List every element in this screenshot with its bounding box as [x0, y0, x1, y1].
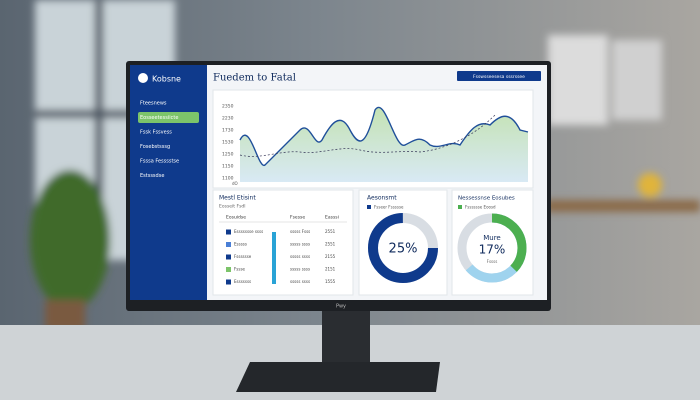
legend-label: Fsseer Fssssse: [374, 205, 404, 210]
brand: Pwy: [336, 304, 346, 310]
decor: [638, 173, 662, 197]
nav-item[interactable]: Fteesnews: [140, 101, 167, 107]
chart-area: [240, 107, 528, 182]
table-cell: sssss ssss: [290, 267, 310, 272]
table-cell: Essssssse ssss: [234, 229, 263, 234]
y-label: 1530: [222, 140, 234, 146]
logo-icon: [138, 73, 148, 83]
y-label: 2230: [222, 116, 234, 122]
row-swatch: [226, 229, 231, 235]
row-swatch: [226, 242, 231, 247]
page-title: Fuedem to Fatal: [213, 73, 296, 84]
donut-center-bottom: Fssss: [487, 259, 498, 264]
table-header: Fsesse: [290, 215, 305, 221]
nav-item[interactable]: Fsssa Fesssstse: [140, 159, 179, 165]
table-cell: Fssse: [234, 267, 246, 272]
table-cell: Fsssssse: [234, 254, 252, 259]
nav-item[interactable]: Fssk Fssvess: [140, 130, 172, 136]
card-subtitle: Eosseit Fsdl: [219, 204, 246, 210]
table-header: Easssi: [325, 215, 339, 221]
y-label: 1250: [222, 152, 234, 158]
shelf: [545, 200, 700, 212]
legend-swatch: [367, 205, 371, 209]
nav-active: [138, 112, 199, 123]
header-button-label[interactable]: Fsswsseesesa sssrssee: [473, 74, 525, 80]
sidebar: [130, 65, 207, 300]
y-label: 1730: [222, 128, 234, 134]
y-label: 1150: [222, 164, 234, 170]
table-cell: 2551: [325, 242, 336, 247]
table-cell: 1555: [325, 279, 336, 284]
table-cell: Esssss: [234, 242, 247, 247]
plant: [30, 170, 110, 310]
card-title: Aesonsmt: [367, 195, 397, 202]
table-highlight: [272, 232, 276, 284]
frame-art: [548, 35, 608, 125]
table-cell: sssss ssss: [290, 279, 310, 284]
row-swatch: [226, 267, 231, 272]
header-button[interactable]: [457, 71, 541, 81]
nav-item[interactable]: Estsssdse: [140, 173, 164, 179]
table-cell: Esssssss: [234, 279, 251, 284]
frame-art: [612, 40, 662, 120]
table-cell: 2151: [325, 267, 336, 272]
y-label: 1100: [222, 176, 234, 182]
chart-trend: [239, 114, 496, 157]
table-header: Eosuidse: [226, 215, 246, 221]
donut-center: 17%: [479, 243, 506, 257]
table-cell: 2155: [325, 254, 336, 259]
table-card: [212, 189, 354, 296]
legend-label: Fsssssse Eoosd: [465, 205, 496, 210]
window-frame: [35, 110, 175, 118]
nav-item[interactable]: Eosseetessiicte: [140, 115, 178, 121]
donut-arc: [457, 213, 527, 283]
logo: Kobsne: [152, 75, 181, 84]
table-cell: sssss Fsss: [290, 229, 310, 234]
donut-center-top: Mure: [483, 234, 501, 242]
chart-line: [239, 106, 529, 166]
window-frame: [95, 0, 103, 260]
donut-center: 25%: [389, 242, 418, 257]
table-cell: sssss ssss: [290, 242, 310, 247]
table-cell: sssss ssss: [290, 254, 310, 259]
card-title: Nessessnse Eosubes: [458, 196, 515, 202]
table-cell: 2551: [325, 229, 336, 234]
card-title: Mestl Etisint: [219, 195, 256, 202]
row-swatch: [226, 254, 231, 260]
monitor-base: [236, 362, 440, 392]
monitor-neck: [322, 305, 370, 365]
donut-arc: [368, 213, 438, 283]
nav-item[interactable]: Fosebstsssg: [140, 144, 170, 150]
legend-swatch: [458, 205, 462, 209]
row-swatch: [226, 279, 231, 285]
y-label: 2350: [222, 104, 234, 110]
x-label: dO: [232, 181, 238, 186]
